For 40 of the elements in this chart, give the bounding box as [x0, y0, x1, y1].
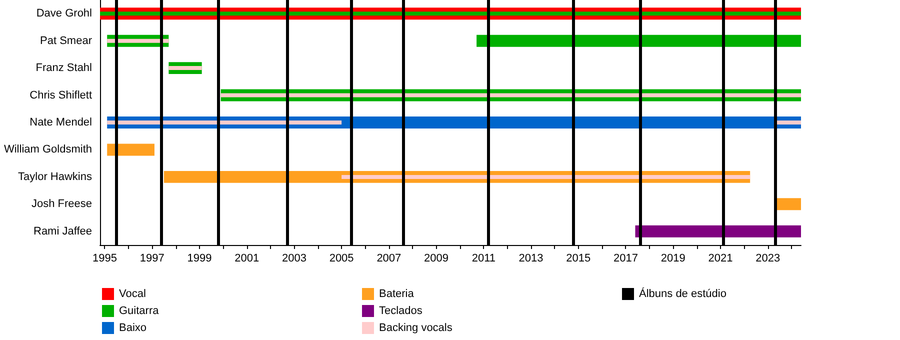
bar	[107, 144, 154, 156]
bar	[107, 120, 342, 124]
x-tick-label: 2001	[234, 252, 260, 264]
bar	[168, 66, 202, 70]
y-tick-label: Rami Jaffee	[34, 225, 92, 238]
bar	[220, 93, 801, 98]
x-tick-label: 2015	[566, 252, 591, 264]
bar	[342, 174, 750, 179]
legend-label: Baixo	[119, 322, 147, 334]
y-tick-label: Franz Stahl	[36, 62, 92, 74]
y-tick-label: Pat Smear	[40, 34, 92, 47]
bar	[635, 225, 801, 238]
x-tick-label: 2023	[756, 252, 780, 264]
x-tick-label: 2007	[376, 252, 402, 264]
x-tick-label: 2011	[472, 252, 496, 264]
x-tick-label: 2003	[282, 252, 306, 264]
x-tick-label: 1997	[140, 252, 164, 264]
legend-label: Vocal	[119, 288, 146, 300]
y-tick-label: Taylor Hawkins	[18, 170, 92, 183]
x-tick-label: 2017	[614, 252, 638, 264]
bar	[776, 198, 801, 210]
x-tick-label: 2021	[708, 252, 733, 264]
y-tick-label: William Goldsmith	[4, 144, 92, 156]
y-tick-label: Josh Freese	[31, 198, 92, 210]
x-tick-label: 2019	[660, 252, 686, 264]
y-tick-label: Dave Grohl	[36, 8, 92, 20]
legend-label: Guitarra	[119, 305, 160, 317]
legend-label: Bateria	[379, 288, 415, 300]
x-tick-label: 2009	[424, 252, 449, 264]
y-tick-label: Nate Mendel	[30, 116, 92, 128]
bar	[476, 34, 801, 47]
x-tick-label: 1995	[92, 252, 117, 264]
legend-label: Álbuns de estúdio	[639, 287, 726, 300]
y-tick-label: Chris Shiflett	[30, 89, 92, 102]
x-tick-label: 2005	[329, 252, 354, 264]
bar	[107, 38, 169, 43]
legend-label: Backing vocals	[379, 322, 453, 334]
legend-label: Teclados	[379, 305, 423, 317]
x-tick-label: 1999	[187, 252, 212, 264]
x-tick-label: 2013	[518, 252, 544, 264]
